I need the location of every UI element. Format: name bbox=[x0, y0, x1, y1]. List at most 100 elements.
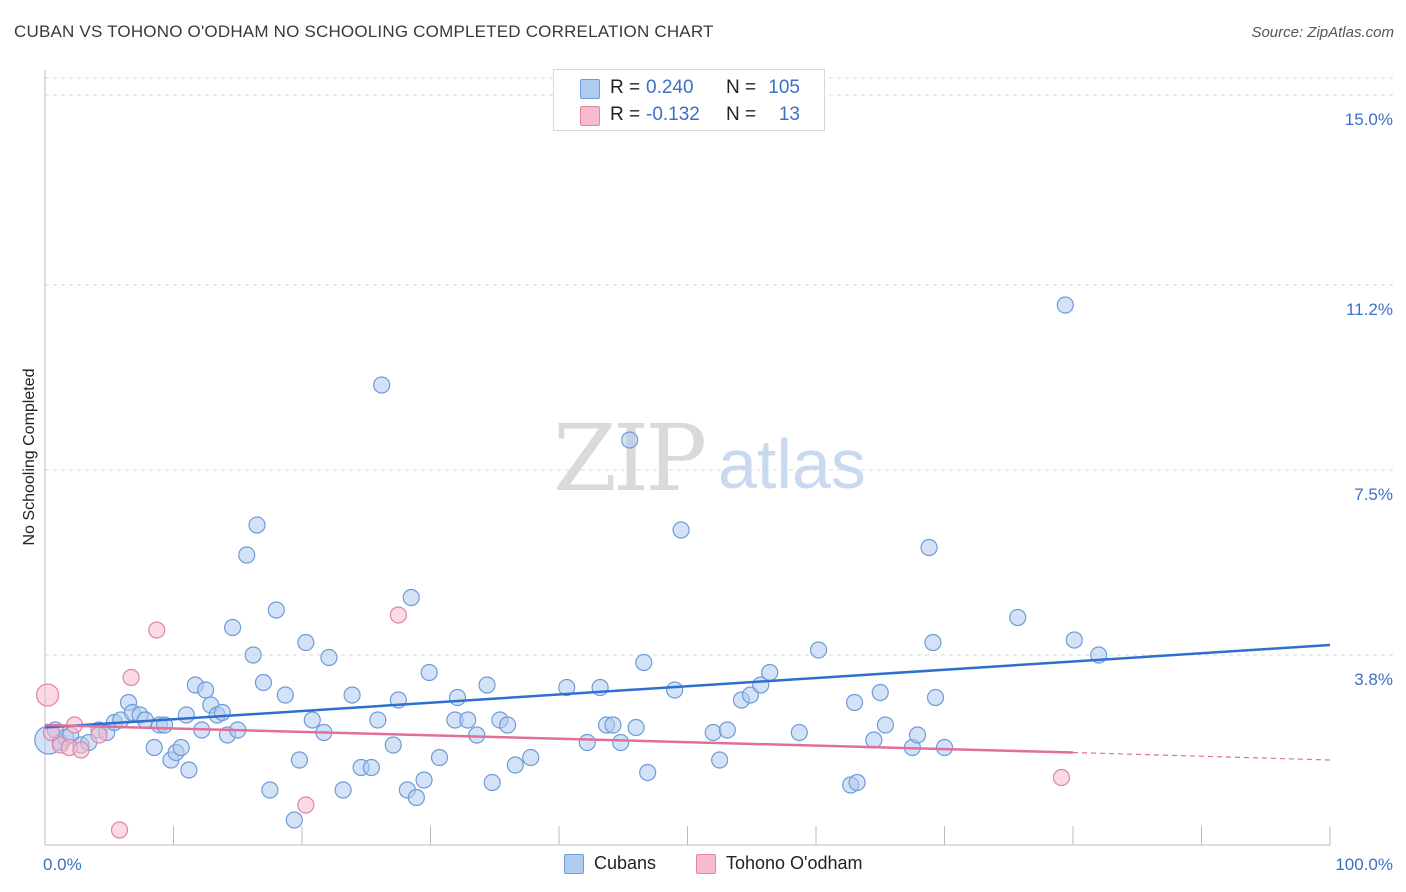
cubans-point-40 bbox=[290, 751, 309, 769]
tohono-trend-extension bbox=[1072, 751, 1331, 761]
legend-row-cubans: R = 0.240 N = 105 bbox=[554, 74, 824, 100]
y-tick-label-0: 3.8% bbox=[1354, 670, 1393, 689]
cubans-point-83 bbox=[718, 721, 736, 739]
tohono-point-5 bbox=[90, 726, 108, 744]
series-tohono-points bbox=[35, 606, 1071, 839]
x-tick-label-0: 0.0% bbox=[43, 855, 82, 874]
trend-lines bbox=[44, 643, 1331, 761]
cubans-point-33 bbox=[244, 646, 262, 664]
cubans-point-30 bbox=[224, 618, 242, 637]
cubans-point-85 bbox=[741, 686, 760, 704]
cubans-point-34 bbox=[248, 516, 266, 534]
cubans-point-77 bbox=[635, 653, 653, 672]
cubans-point-73 bbox=[604, 716, 622, 734]
cubans-point-57 bbox=[420, 663, 438, 682]
cubans-point-28 bbox=[213, 703, 231, 722]
tohono-trend-line bbox=[44, 723, 1074, 754]
tohono-swatch bbox=[580, 106, 600, 126]
cubans-legend-label: Cubans bbox=[594, 853, 657, 873]
cubans-point-35 bbox=[254, 673, 273, 692]
tohono-point-9 bbox=[297, 796, 315, 814]
cubans-point-91 bbox=[845, 693, 864, 712]
tohono-point-11 bbox=[1052, 768, 1071, 787]
tohono-point-6 bbox=[110, 821, 129, 839]
cubans-point-38 bbox=[276, 686, 294, 704]
cubans-point-82 bbox=[711, 751, 729, 769]
cubans-point-64 bbox=[483, 773, 501, 792]
cubans-point-37 bbox=[267, 601, 285, 619]
cubans-trend-line bbox=[44, 643, 1331, 729]
cubans-point-81 bbox=[704, 723, 722, 742]
y-tick-label-2: 11.2% bbox=[1346, 300, 1393, 319]
y-tick-label-3: 15.0% bbox=[1345, 110, 1393, 129]
cubans-point-99 bbox=[924, 633, 942, 652]
cubans-point-87 bbox=[761, 663, 779, 682]
cubans-point-46 bbox=[343, 686, 361, 704]
cubans-point-76 bbox=[627, 718, 645, 737]
tohono-point-7 bbox=[122, 668, 140, 687]
cubans-point-94 bbox=[871, 683, 889, 702]
cubans-point-80 bbox=[672, 521, 690, 539]
cubans-legend-swatch bbox=[564, 854, 584, 874]
cubans-point-100 bbox=[926, 688, 945, 707]
cubans-point-44 bbox=[320, 648, 338, 667]
cubans-point-92 bbox=[848, 773, 866, 792]
cubans-point-48 bbox=[362, 758, 380, 777]
cubans-point-61 bbox=[459, 711, 477, 729]
chart-title: CUBAN VS TOHONO O'ODHAM NO SCHOOLING COM… bbox=[14, 22, 714, 41]
tohono-point-4 bbox=[72, 741, 90, 759]
n-value: 13 bbox=[778, 104, 800, 125]
tohono-point-0 bbox=[35, 683, 60, 707]
r-value: 0.240 bbox=[646, 77, 694, 98]
cubans-point-58 bbox=[430, 748, 449, 767]
cubans-point-62 bbox=[468, 726, 486, 744]
cubans-point-60 bbox=[448, 688, 467, 707]
cubans-point-102 bbox=[1009, 608, 1027, 627]
watermark: ZIP atlas bbox=[553, 405, 866, 512]
cubans-point-22 bbox=[180, 761, 198, 779]
cubans-swatch bbox=[580, 79, 600, 99]
cubans-point-21 bbox=[177, 706, 195, 724]
cubans-point-45 bbox=[334, 781, 352, 799]
cubans-point-75 bbox=[621, 431, 639, 449]
cubans-point-78 bbox=[639, 763, 657, 782]
cubans-point-89 bbox=[809, 641, 828, 659]
cubans-point-101 bbox=[935, 738, 954, 757]
legend-row-tohono: R = -0.132 N = 13 bbox=[554, 101, 824, 127]
cubans-point-42 bbox=[303, 711, 321, 729]
cubans-point-56 bbox=[415, 771, 433, 789]
series-legend: Cubans Tohono O'odham bbox=[0, 852, 1406, 878]
grid-lines bbox=[45, 77, 1395, 656]
tohono-point-8 bbox=[148, 621, 166, 639]
cubans-point-63 bbox=[478, 676, 496, 694]
cubans-point-49 bbox=[369, 711, 387, 729]
cubans-point-67 bbox=[506, 756, 524, 774]
cubans-point-54 bbox=[402, 588, 420, 607]
tohono-point-10 bbox=[389, 606, 407, 624]
chart-source: Source: ZipAtlas.com bbox=[1251, 24, 1394, 41]
cubans-point-55 bbox=[407, 788, 425, 807]
cubans-point-93 bbox=[865, 731, 883, 749]
cubans-point-70 bbox=[578, 733, 596, 752]
n-value: 105 bbox=[768, 77, 800, 98]
y-tick-label-1: 7.5% bbox=[1354, 485, 1393, 504]
cubans-point-25 bbox=[197, 681, 215, 699]
y-axis-title: No Schooling Completed bbox=[21, 369, 38, 546]
cubans-point-32 bbox=[238, 546, 256, 564]
stats-legend: R = 0.240 N = 105 R = -0.132 N = 13 bbox=[553, 69, 825, 131]
cubans-point-97 bbox=[908, 726, 927, 744]
cubans-point-51 bbox=[384, 736, 402, 754]
cubans-point-68 bbox=[522, 748, 540, 767]
cubans-point-95 bbox=[876, 716, 894, 734]
tohono-legend-swatch bbox=[696, 854, 716, 874]
cubans-point-98 bbox=[920, 538, 938, 557]
r-label: R = bbox=[610, 77, 641, 98]
cubans-point-20 bbox=[172, 738, 190, 757]
watermark-zip: ZIP bbox=[553, 405, 704, 512]
tick-labels: 3.8% 7.5% 11.2% 15.0% 0.0% 100.0% bbox=[43, 110, 1393, 874]
cubans-point-50 bbox=[373, 376, 391, 394]
cubans-point-36 bbox=[261, 781, 279, 799]
cubans-point-88 bbox=[790, 723, 808, 742]
cubans-point-41 bbox=[297, 633, 315, 652]
